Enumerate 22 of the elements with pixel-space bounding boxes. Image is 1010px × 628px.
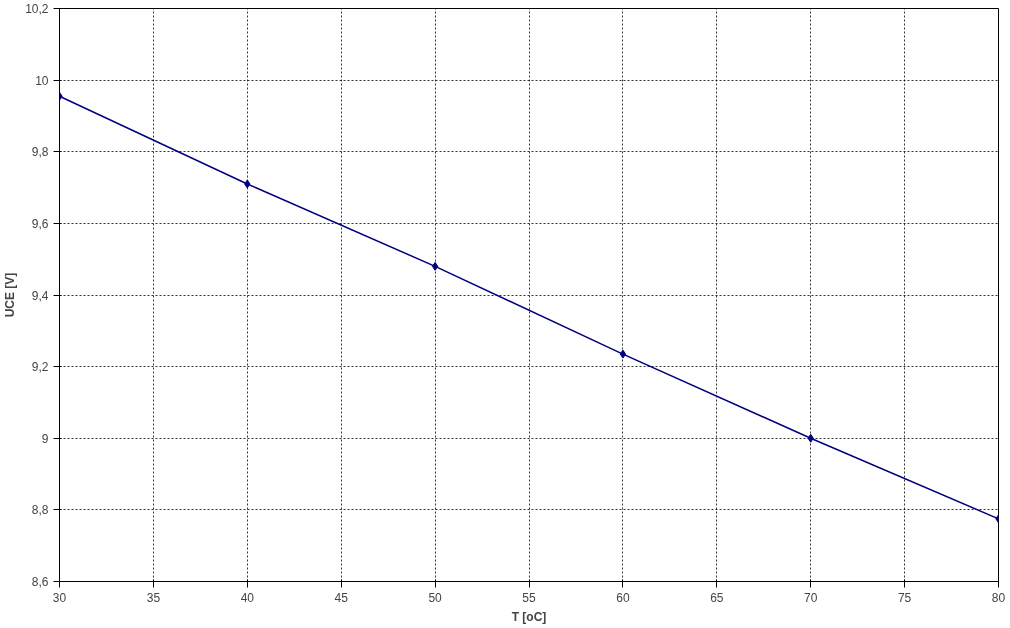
x-tick-label: 70: [804, 590, 818, 605]
y-tick-label: 9,2: [31, 360, 49, 375]
x-tick-label: 75: [897, 590, 912, 605]
x-tick-label: 45: [334, 590, 349, 605]
y-tick-label: 8,6: [31, 575, 49, 589]
y-tick-label: 10: [35, 73, 49, 88]
x-tick-label: 35: [146, 590, 161, 605]
y-tick-label: 10,2: [25, 2, 49, 16]
y-tick-label: 9,6: [31, 216, 49, 231]
y-tick-label: 9,4: [31, 288, 49, 303]
x-tick-label: 65: [710, 590, 724, 605]
x-tick-label: 40: [240, 590, 255, 605]
x-tick-label: 55: [522, 590, 536, 605]
y-axis-title: UCE [V]: [3, 272, 18, 318]
x-tick-label: 30: [52, 590, 67, 605]
x-tick-label: 80: [991, 590, 1006, 605]
y-tick-label: 9,8: [31, 145, 49, 160]
y-tick-label: 9: [41, 431, 49, 446]
x-tick-label: 50: [428, 590, 443, 605]
x-axis-title: T [oC]: [511, 609, 547, 624]
x-tick-label: 60: [616, 590, 630, 605]
y-tick-label: 8,8: [31, 503, 49, 518]
